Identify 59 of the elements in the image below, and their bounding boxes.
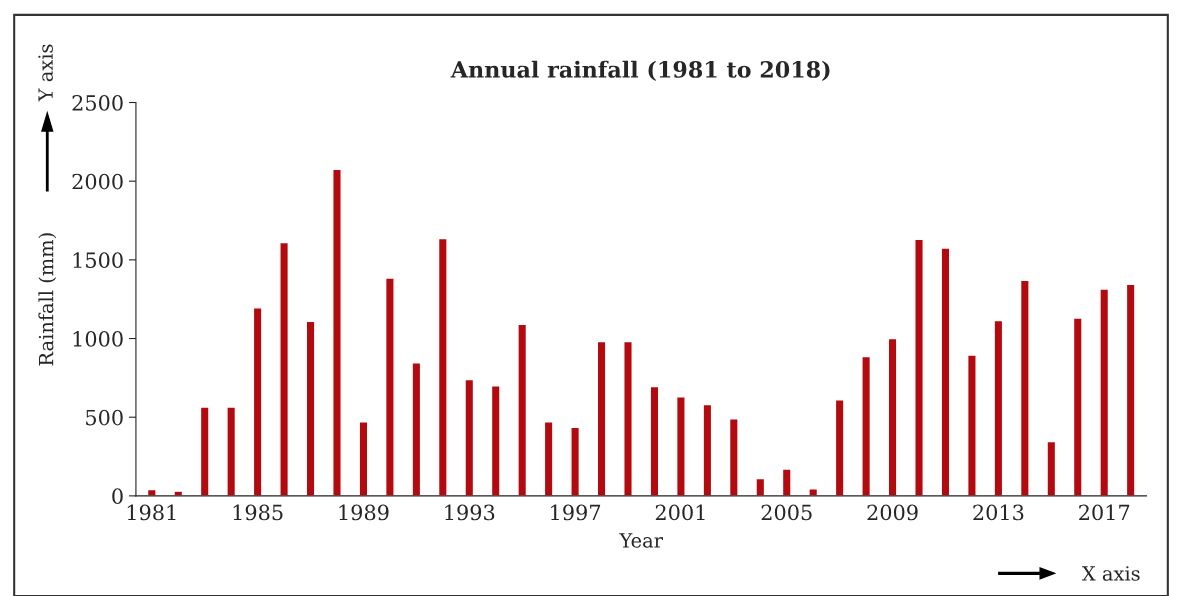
y-tick-label: 1500 [73,252,123,269]
x-tick-label: 2017 [1079,504,1130,521]
y-tick-label: 2500 [72,94,123,111]
y-tick-label: 2000 [72,173,123,190]
bar [173,490,184,496]
bar [543,421,554,496]
text: X axis [1081,566,1140,581]
bar [808,488,819,496]
bar [226,406,237,496]
bar [146,488,157,496]
bar [1125,283,1136,496]
x-tick-label: 1993 [445,504,495,521]
bar [332,168,342,496]
bar [490,385,501,496]
bar [623,340,633,496]
chart-title: Annual rainfall (1981 to 2018) [450,60,830,81]
bar [411,362,422,496]
text: Y axis [38,44,53,102]
y-tick-label: 0 [112,488,123,505]
bar [199,406,210,496]
bar [1099,288,1110,496]
x-axis-title: Year [619,533,663,548]
x-tick-label: 1981 [127,504,176,521]
bar [1072,317,1083,496]
x-tick-label: 1989 [339,504,389,521]
bar [914,238,924,496]
bar [887,337,898,496]
bar [940,247,951,496]
x-tick-label: 2009 [867,504,918,521]
bar [517,323,528,496]
bar [1046,440,1057,496]
x-tick-label: 1985 [233,504,283,521]
x-tick-label: 2005 [761,504,812,521]
bar [305,320,316,496]
bar [967,354,977,496]
bar [861,355,872,496]
bar [702,403,713,496]
x-tick-label: 2013 [973,504,1024,521]
y-tick-label: 500 [86,409,123,426]
bar [781,468,792,496]
bar [464,378,475,496]
bar [728,418,739,496]
bar [1019,279,1030,496]
bar [755,477,766,496]
x-tick-label: 2001 [655,504,705,521]
x-tick-label: 1997 [551,504,601,521]
bar [675,396,686,496]
bar [993,319,1004,496]
bar [596,340,607,496]
bar [252,307,263,496]
y-tick-label: 1000 [73,330,123,347]
bar [358,421,369,496]
bar [834,399,845,496]
bar [384,277,395,496]
bar [279,241,290,496]
y-axis-title: Rainfall (mm) [38,233,57,366]
bar [649,385,660,496]
bar [570,426,581,496]
bar [437,237,448,496]
